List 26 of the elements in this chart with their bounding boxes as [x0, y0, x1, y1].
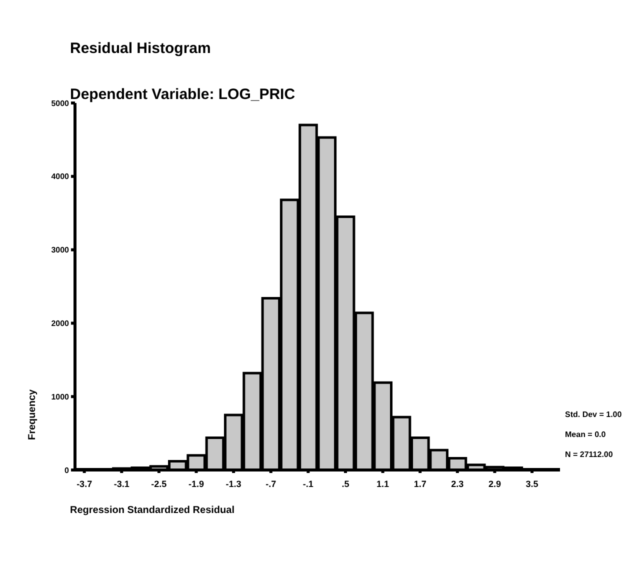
x-tick-label: -1.3	[226, 479, 242, 489]
x-tick-label: 3.5	[526, 479, 538, 489]
x-tick-label: -3.1	[114, 479, 130, 489]
x-tick-label: -.7	[266, 479, 276, 489]
x-tick-label: 2.9	[488, 479, 501, 489]
chart-subtitle: Dependent Variable: LOG_PRIC	[70, 86, 296, 103]
x-tick-label: -2.5	[151, 479, 167, 489]
y-tick-label: 5000	[51, 98, 70, 108]
text: Mean = 0.0	[565, 430, 606, 439]
y-axis-title: Frequency	[27, 389, 38, 440]
x-tick-label: -3.7	[76, 479, 92, 489]
text: N = 27112.00	[565, 450, 613, 459]
x-tick-label: -.1	[302, 479, 314, 489]
x-tick-label: 1.7	[414, 479, 426, 489]
x-tick-label: -1.9	[188, 479, 204, 489]
y-tick-label: 0	[64, 466, 70, 475]
x-tick-label: 2.3	[451, 479, 464, 489]
x-tick-label: 1.1	[376, 479, 390, 489]
y-tick-label: 3000	[51, 246, 70, 255]
y-tick-label: 2000	[51, 319, 70, 328]
chart-title: Residual Histogram	[70, 40, 211, 57]
y-tick-label: 1000	[51, 392, 70, 402]
x-axis-title: Regression Standardized Residual	[70, 505, 234, 516]
y-tick-label: 4000	[51, 172, 70, 182]
x-tick-label: .5	[342, 479, 350, 489]
text: Std. Dev = 1.00	[565, 410, 622, 419]
